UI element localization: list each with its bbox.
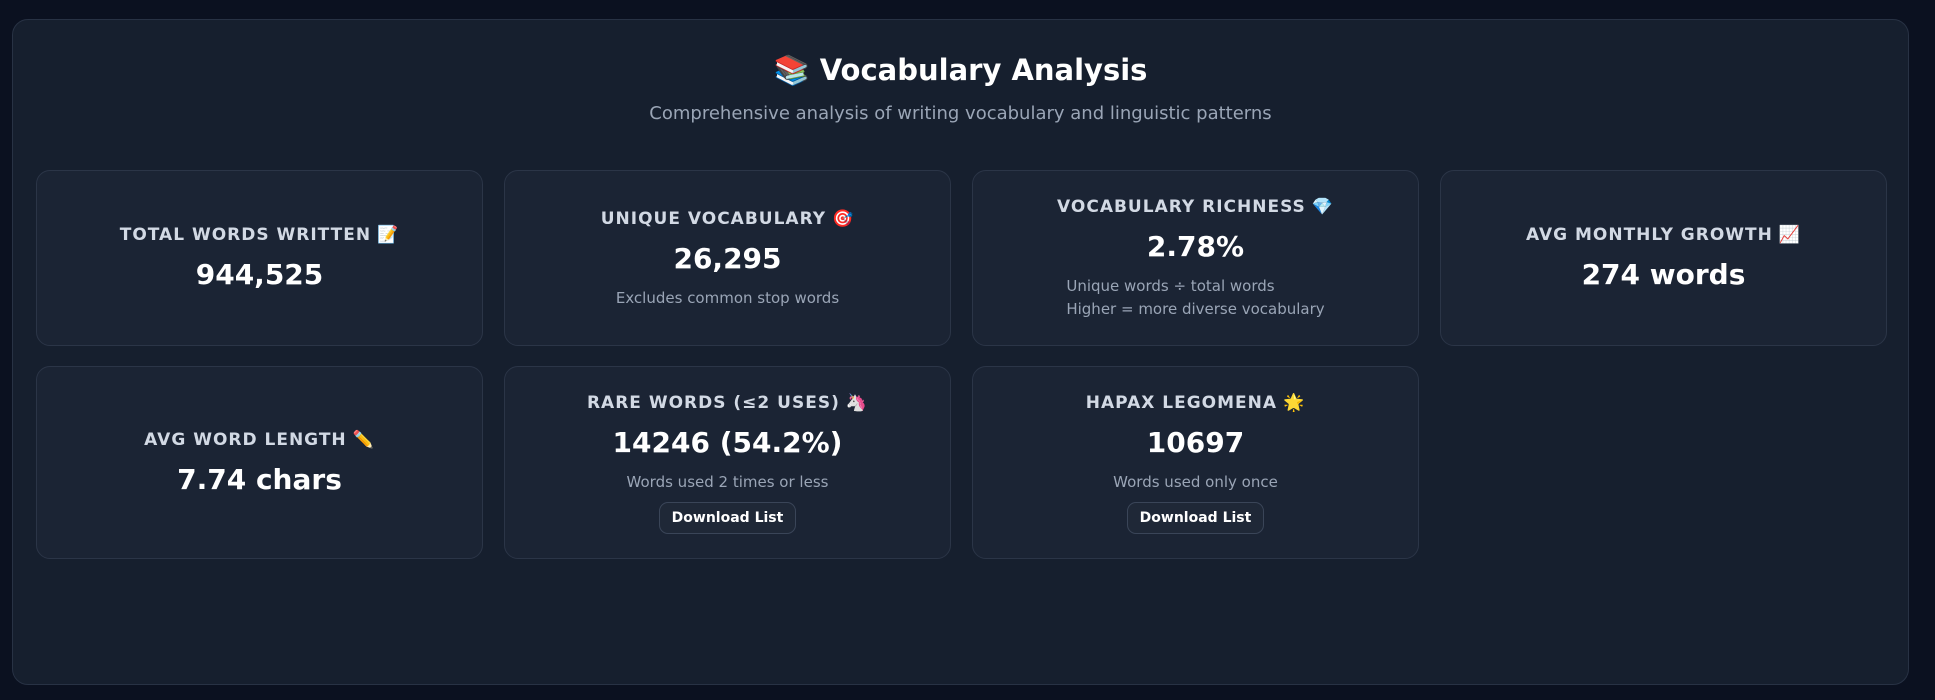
page-title-text: Vocabulary Analysis (819, 53, 1148, 87)
avg-monthly-growth-label: AVG MONTHLY GROWTH (1525, 225, 1773, 245)
vocabulary-richness-description-line-1: Unique words ÷ total words (1066, 277, 1275, 295)
avg-word-length-card: AVG WORD LENGTH ✏️ 7.74 chars (36, 366, 483, 559)
avg-word-length-label: AVG WORD LENGTH (144, 429, 347, 450)
hapax-legomena-description: Words used only once (1113, 473, 1278, 491)
vocabulary-richness-description: Unique words ÷ total words Higher = more… (1066, 275, 1324, 321)
avg-monthly-growth-value: 274 words (1581, 258, 1746, 291)
vocabulary-analysis-panel: 📚 Vocabulary Analysis Comprehensive analy… (12, 19, 1909, 685)
chart-increasing-icon: 📈 (1778, 225, 1802, 245)
hapax-legomena-card: HAPAX LEGOMENA 🌟 10697 Words used only on… (972, 366, 1419, 559)
card-label: AVG WORD LENGTH ✏️ (144, 428, 375, 452)
vocabulary-richness-description-line-2: Higher = more diverse vocabulary (1066, 300, 1325, 318)
page-title: 📚 Vocabulary Analysis (13, 50, 1908, 90)
hapax-legomena-label: HAPAX LEGOMENA (1085, 393, 1278, 413)
hapax-legomena-value: 10697 (1146, 426, 1245, 459)
rare-words-description: Words used 2 times or less (626, 473, 829, 491)
unique-vocabulary-description: Excludes common stop words (615, 288, 840, 307)
vocabulary-richness-card: VOCABULARY RICHNESS 💎 2.78% Unique words … (972, 170, 1419, 346)
books-icon: 📚 (773, 53, 810, 87)
vocabulary-richness-value: 2.78% (1146, 230, 1245, 263)
avg-monthly-growth-card: AVG MONTHLY GROWTH 📈 274 words (1440, 170, 1887, 346)
avg-word-length-value: 7.74 chars (177, 462, 342, 496)
card-label: UNIQUE VOCABULARY 🎯 (601, 207, 854, 231)
panel-header: 📚 Vocabulary Analysis Comprehensive analy… (13, 50, 1908, 126)
rare-words-card: RARE WORDS (≤2 USES) 🦄 14246 (54.2%) Word… (504, 366, 951, 559)
unique-vocabulary-card: UNIQUE VOCABULARY 🎯 26,295 Excludes commo… (504, 170, 951, 346)
unique-vocabulary-label: UNIQUE VOCABULARY (600, 208, 827, 229)
gem-icon: 💎 (1311, 197, 1334, 217)
card-label: RARE WORDS (≤2 USES) 🦄 (587, 391, 868, 415)
total-words-label: TOTAL WORDS WRITTEN (119, 225, 372, 245)
card-label: TOTAL WORDS WRITTEN 📝 (120, 223, 400, 247)
card-label: AVG MONTHLY GROWTH 📈 (1526, 223, 1801, 247)
hapax-legomena-download-button[interactable]: Download List (1126, 502, 1265, 534)
target-icon: 🎯 (832, 208, 855, 229)
star-icon: 🌟 (1283, 393, 1306, 413)
rare-words-value: 14246 (54.2%) (612, 426, 843, 459)
page-subtitle: Comprehensive analysis of writing vocabu… (649, 103, 1272, 124)
unique-vocabulary-value: 26,295 (673, 241, 782, 275)
memo-icon: 📝 (377, 225, 400, 245)
pencil-icon: ✏️ (352, 429, 375, 450)
unicorn-icon: 🦄 (845, 393, 869, 413)
vocabulary-richness-label: VOCABULARY RICHNESS (1057, 197, 1306, 217)
total-words-value: 944,525 (195, 258, 324, 291)
rare-words-download-button[interactable]: Download List (658, 502, 797, 534)
card-label: VOCABULARY RICHNESS 💎 (1057, 195, 1334, 219)
total-words-card: TOTAL WORDS WRITTEN 📝 944,525 (36, 170, 483, 346)
rare-words-label: RARE WORDS (≤2 USES) (586, 393, 840, 413)
card-label: HAPAX LEGOMENA 🌟 (1086, 391, 1305, 415)
